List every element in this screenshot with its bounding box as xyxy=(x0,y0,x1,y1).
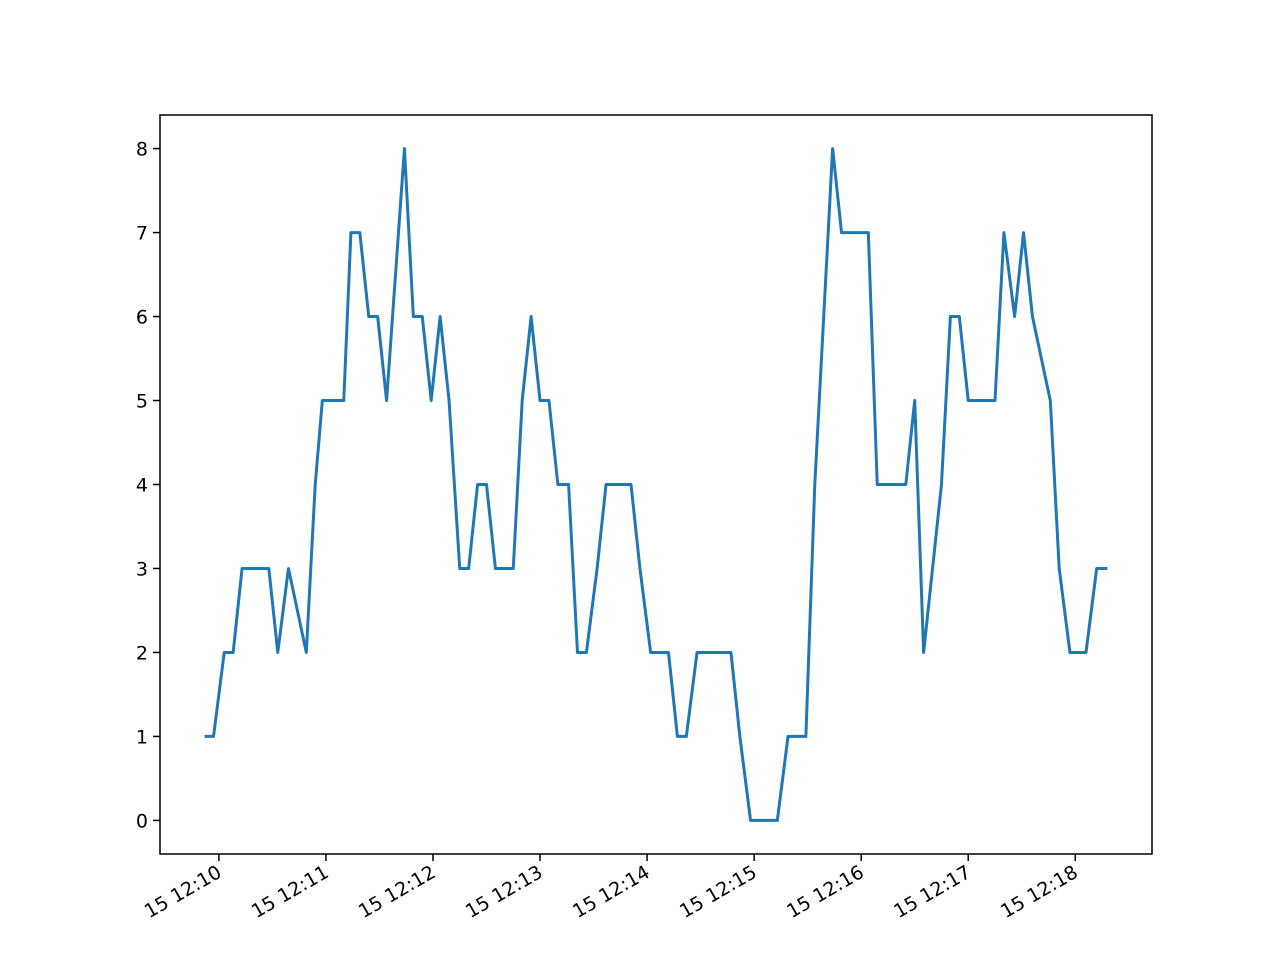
y-tick-label: 7 xyxy=(136,223,148,245)
x-tick-label: 15 12:15 xyxy=(676,861,761,923)
y-tick-label: 8 xyxy=(136,139,148,161)
y-tick-label: 4 xyxy=(136,475,148,497)
x-tick-label: 15 12:10 xyxy=(141,861,226,923)
plot-area xyxy=(160,115,1152,854)
x-tick-label: 15 12:13 xyxy=(462,861,547,923)
x-tick-label: 15 12:17 xyxy=(890,861,975,923)
y-tick-label: 5 xyxy=(136,391,148,413)
axes-frame xyxy=(159,114,1153,855)
y-tick-label: 3 xyxy=(136,558,148,580)
y-tick-label: 2 xyxy=(136,642,148,664)
line-series xyxy=(204,147,1108,822)
y-tick-label: 6 xyxy=(136,307,148,329)
x-tick-label: 15 12:18 xyxy=(997,861,1082,923)
x-tick-label: 15 12:16 xyxy=(783,861,868,923)
y-tick-label: 1 xyxy=(136,726,148,748)
x-tick-label: 15 12:11 xyxy=(248,861,333,923)
x-tick-label: 15 12:12 xyxy=(355,861,440,923)
y-tick-label: 0 xyxy=(136,810,148,832)
x-tick-label: 15 12:14 xyxy=(569,861,654,923)
